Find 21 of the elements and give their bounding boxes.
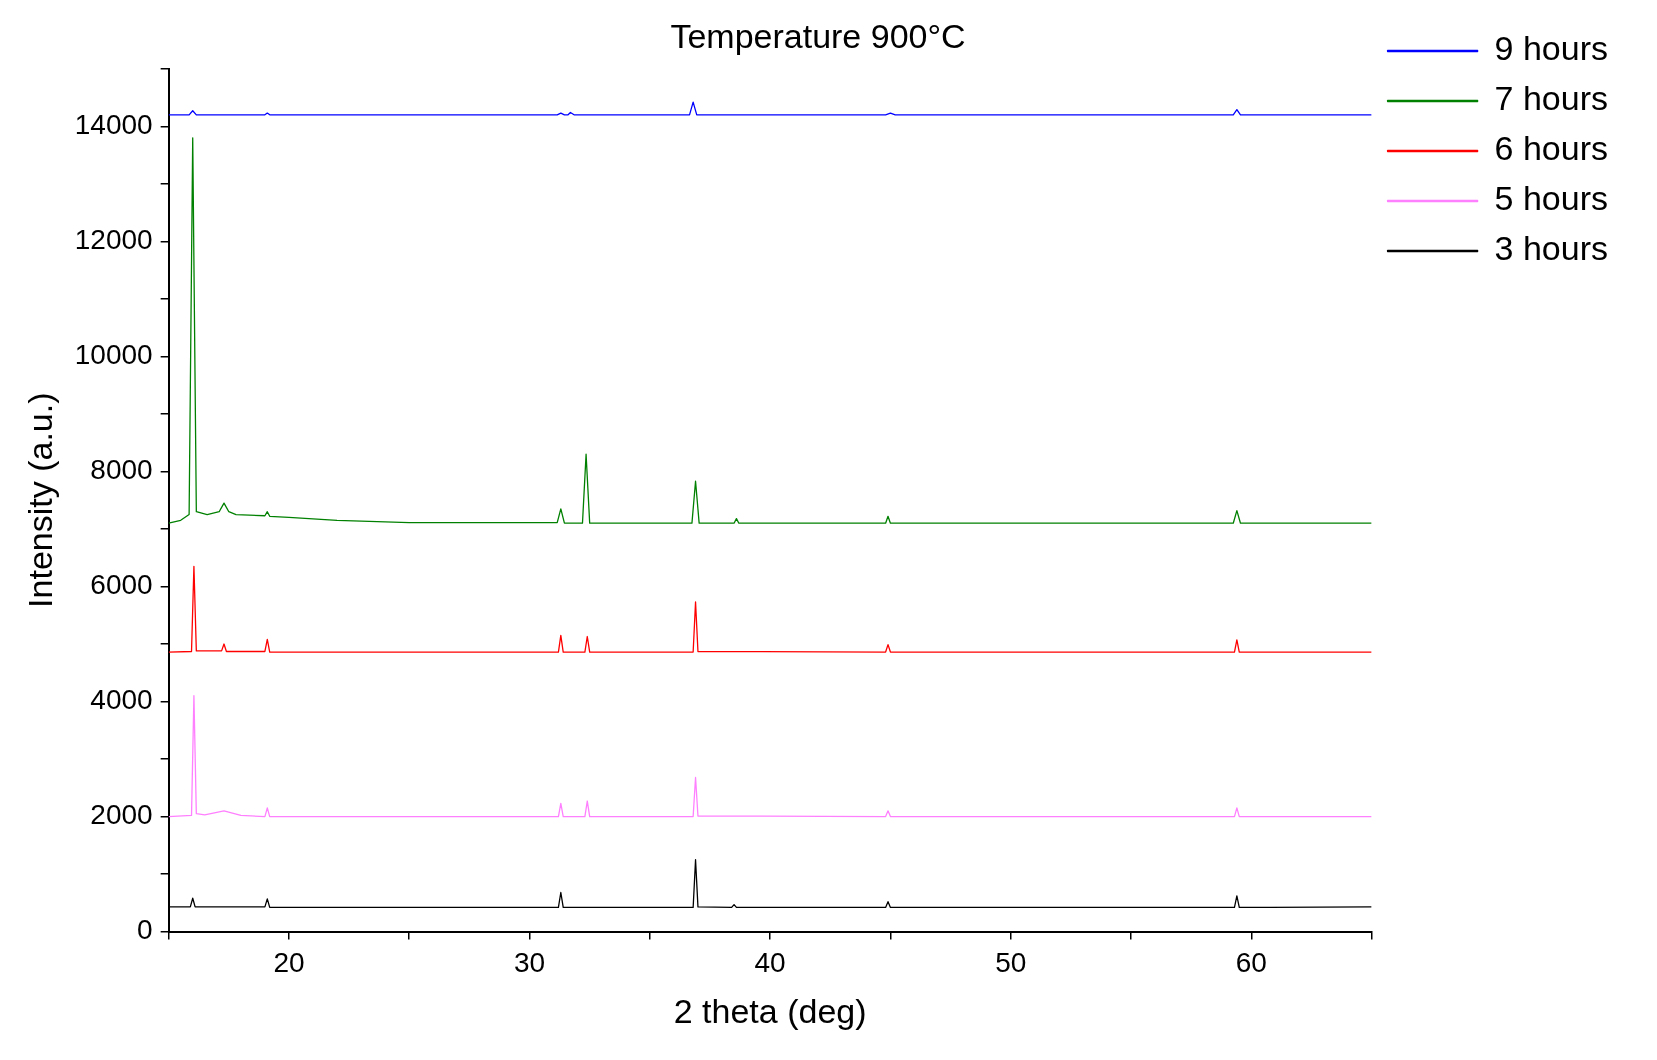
x-tick-label: 20 (273, 947, 305, 979)
y-tick-label: 12000 (74, 224, 153, 256)
x-tick-label: 40 (754, 947, 786, 979)
legend-label: 6 hours (1494, 129, 1608, 168)
y-tick-label: 4000 (90, 684, 153, 716)
y-axis-title: Intensity (a.u.) (20, 392, 59, 608)
legend-label: 5 hours (1494, 179, 1608, 218)
x-tick-label: 60 (1235, 947, 1267, 979)
x-tick-label: 30 (513, 947, 546, 979)
y-tick-label: 8000 (90, 454, 153, 486)
x-axis-title: 2 theta (deg) (673, 991, 867, 1030)
y-tick-label: 6000 (90, 569, 153, 601)
legend-label: 7 hours (1494, 79, 1608, 118)
legend-label: 9 hours (1494, 29, 1608, 68)
chart-title: Temperature 900°C (670, 16, 966, 55)
y-tick-label: 14000 (74, 109, 153, 141)
y-tick-label: 0 (137, 914, 153, 946)
y-tick-label: 10000 (74, 339, 153, 371)
x-tick-label: 50 (995, 947, 1027, 979)
y-tick-label: 2000 (90, 799, 153, 831)
legend-label: 3 hours (1494, 229, 1608, 268)
